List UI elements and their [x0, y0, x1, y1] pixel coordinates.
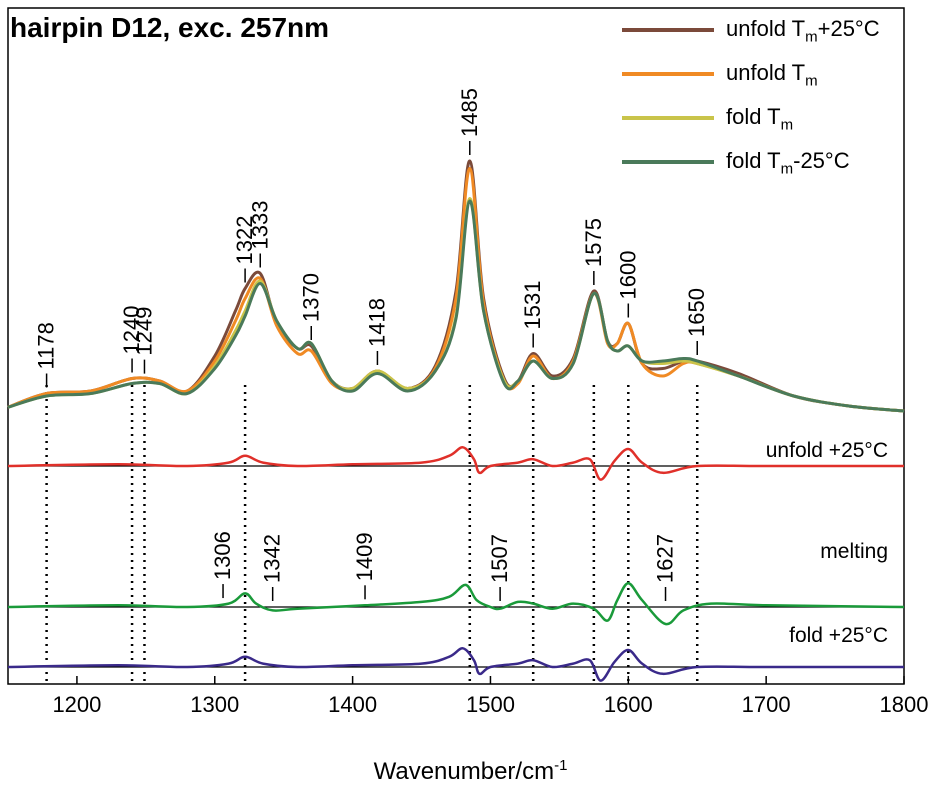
peak-label: 1650	[684, 288, 709, 337]
chart-title: hairpin D12, exc. 257nm	[10, 12, 330, 43]
legend-label: unfold Tm	[726, 60, 818, 90]
x-tick-label: 1300	[190, 692, 239, 717]
x-tick-label: 1400	[328, 692, 377, 717]
legend-item-fold-tm: fold Tm	[622, 100, 932, 144]
peak-label: 1409	[352, 532, 377, 581]
peak-label: 1627	[653, 534, 678, 583]
peak-label: 1531	[520, 281, 545, 330]
peak-label: 1507	[487, 534, 512, 583]
legend-item-unfold-tm: unfold Tm	[622, 56, 932, 100]
trace-label: unfold +25°C	[766, 439, 888, 462]
peak-label: 1306	[210, 531, 235, 580]
legend-swatch	[622, 28, 714, 32]
difference-line	[7, 647, 904, 682]
x-tick-label: 1200	[52, 692, 101, 717]
series-line	[7, 159, 905, 413]
x-tick-label: 1500	[466, 692, 515, 717]
peak-label: 1333	[247, 201, 272, 250]
peak-label: 1178	[34, 322, 59, 369]
legend: unfold Tm+25°C unfold Tm fold Tm fold Tm…	[622, 12, 932, 188]
legend-swatch	[622, 160, 714, 164]
x-tick-label: 1700	[742, 692, 791, 717]
series-line	[7, 199, 905, 413]
peak-label: 1322	[232, 216, 257, 265]
legend-label: fold Tm-25°C	[726, 148, 850, 178]
legend-swatch	[622, 116, 714, 120]
legend-label: unfold Tm+25°C	[726, 16, 880, 46]
x-axis-label: Wavenumber/cm-1	[373, 757, 568, 785]
peak-label: 1249	[131, 307, 156, 356]
x-tick-label: 1600	[604, 692, 653, 717]
trace-label: fold +25°C	[789, 624, 888, 647]
x-tick-label: 1800	[880, 692, 929, 717]
peak-label: 1418	[364, 298, 389, 347]
peak-label: 1575	[581, 218, 606, 267]
peak-label: 1600	[615, 251, 640, 300]
legend-item-unfold-tm-plus25: unfold Tm+25°C	[622, 12, 932, 56]
legend-label: fold Tm	[726, 104, 794, 134]
difference-line	[7, 446, 904, 481]
legend-swatch	[622, 72, 714, 76]
peak-label: 1485	[457, 88, 482, 137]
legend-item-fold-tm-minus25: fold Tm-25°C	[622, 144, 932, 188]
difference-line	[7, 581, 905, 626]
plot-frame	[7, 7, 905, 685]
peak-label: 1342	[260, 534, 285, 583]
trace-label: melting	[820, 540, 888, 563]
series-line	[7, 166, 905, 413]
peak-label: 1370	[298, 273, 323, 322]
peak-label: 1240	[119, 306, 144, 355]
